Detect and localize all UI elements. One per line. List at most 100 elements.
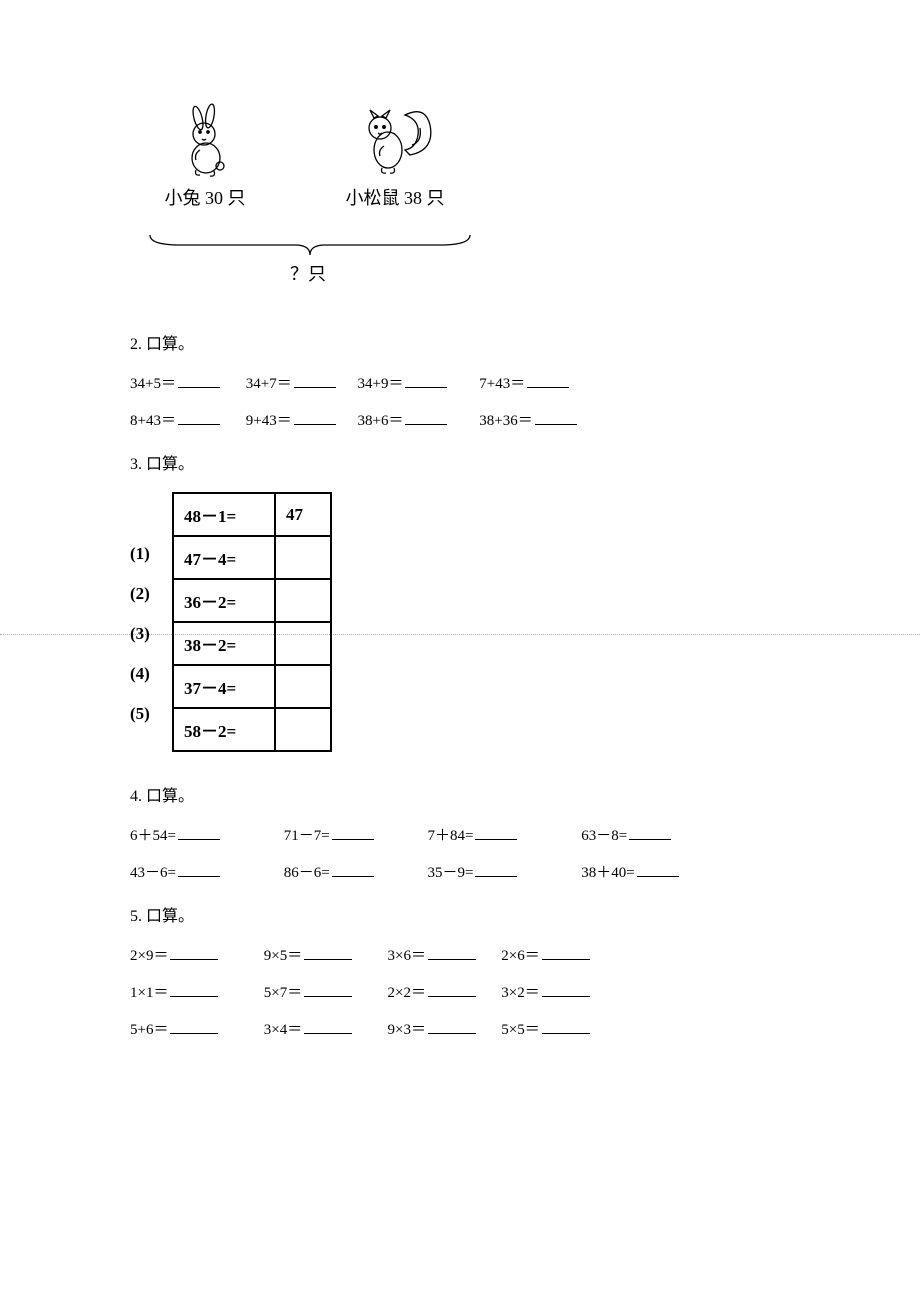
- problem-1-diagram: 小兔 30 只 小松鼠 38 只: [140, 100, 480, 290]
- p3-label-5: (5): [130, 694, 150, 734]
- p5-2-0: 5+6＝: [130, 1022, 168, 1038]
- p3-r4-expr: 37－4=: [173, 665, 275, 708]
- p3-label-1: (1): [130, 534, 150, 574]
- p4-0-3: 63－8=: [581, 828, 627, 844]
- blank[interactable]: [170, 982, 218, 997]
- blank[interactable]: [304, 982, 352, 997]
- blank[interactable]: [629, 825, 671, 840]
- p2-0-3: 7+43＝: [479, 376, 525, 392]
- blank[interactable]: [542, 982, 590, 997]
- blank[interactable]: [294, 410, 336, 425]
- p5-0-0: 2×9＝: [130, 948, 168, 964]
- rabbit-label: 小兔 30 只: [140, 184, 270, 210]
- p2-0-1: 34+7＝: [246, 376, 292, 392]
- table-row: 36－2=: [173, 579, 331, 622]
- p5-2-1: 3×4＝: [264, 1022, 302, 1038]
- p2-row-1: 8+43＝ 9+43＝ 38+6＝ 38+36＝: [130, 409, 790, 430]
- p5-row-0: 2×9＝ 9×5＝ 3×6＝ 2×6＝: [130, 944, 790, 965]
- p5-row-1: 1×1＝ 5×7＝ 2×2＝ 3×2＝: [130, 981, 790, 1002]
- section-4-title: 4. 口算。: [130, 782, 790, 806]
- rabbit-icon: [170, 100, 240, 180]
- p5-0-2: 3×6＝: [388, 948, 426, 964]
- p4-1-1: 86－6=: [284, 865, 330, 881]
- table-row: 48－1= 47: [173, 493, 331, 536]
- p2-1-0: 8+43＝: [130, 413, 176, 429]
- section-3-title: 3. 口算。: [130, 450, 790, 474]
- p4-1-3: 38＋40=: [581, 865, 634, 881]
- squirrel-group: 小松鼠 38 只: [320, 100, 470, 210]
- p5-2-3: 5×5＝: [501, 1022, 539, 1038]
- blank[interactable]: [304, 945, 352, 960]
- blank[interactable]: [527, 373, 569, 388]
- p2-row-0: 34+5＝ 34+7＝ 34+9＝ 7+43＝: [130, 372, 790, 393]
- squirrel-icon: [350, 100, 440, 180]
- p4-1-2: 35－9=: [428, 865, 474, 881]
- p5-1-1: 5×7＝: [264, 985, 302, 1001]
- table-row: 47－4=: [173, 536, 331, 579]
- p4-row-1: 43－6= 86－6= 35－9= 38＋40=: [130, 861, 790, 882]
- blank[interactable]: [405, 410, 447, 425]
- p5-1-0: 1×1＝: [130, 985, 168, 1001]
- p2-0-2: 34+9＝: [358, 376, 404, 392]
- p3-label-3: (3): [130, 614, 150, 654]
- blank[interactable]: [405, 373, 447, 388]
- p3-r2-expr: 36－2=: [173, 579, 275, 622]
- p5-0-1: 9×5＝: [264, 948, 302, 964]
- blank[interactable]: [332, 862, 374, 877]
- p3-r1-ans[interactable]: [275, 536, 331, 579]
- p5-1-3: 3×2＝: [501, 985, 539, 1001]
- table-row: 38－2=: [173, 622, 331, 665]
- p4-0-1: 71－7=: [284, 828, 330, 844]
- rabbit-group: 小兔 30 只: [140, 100, 270, 210]
- p3-header-ans: 47: [275, 493, 331, 536]
- blank[interactable]: [535, 410, 577, 425]
- blank[interactable]: [304, 1019, 352, 1034]
- p2-1-2: 38+6＝: [358, 413, 404, 429]
- blank[interactable]: [294, 373, 336, 388]
- p4-0-0: 6＋54=: [130, 828, 176, 844]
- p3-r4-ans[interactable]: [275, 665, 331, 708]
- blank[interactable]: [428, 982, 476, 997]
- blank[interactable]: [428, 945, 476, 960]
- blank[interactable]: [475, 862, 517, 877]
- blank[interactable]: [637, 862, 679, 877]
- p4-row-0: 6＋54= 71－7= 7＋84= 63－8=: [130, 824, 790, 845]
- squirrel-label: 小松鼠 38 只: [320, 184, 470, 210]
- blank[interactable]: [170, 945, 218, 960]
- p3-r3-ans[interactable]: [275, 622, 331, 665]
- blank[interactable]: [178, 862, 220, 877]
- p4-1-0: 43－6=: [130, 865, 176, 881]
- p3-r3-expr: 38－2=: [173, 622, 275, 665]
- p3-r1-expr: 47－4=: [173, 536, 275, 579]
- blank[interactable]: [170, 1019, 218, 1034]
- p2-0-0: 34+5＝: [130, 376, 176, 392]
- p3-table: 48－1= 47 47－4= 36－2= 38－2= 37－4= 58－2=: [172, 492, 332, 752]
- blank[interactable]: [178, 825, 220, 840]
- blank[interactable]: [178, 373, 220, 388]
- p3-r5-expr: 58－2=: [173, 708, 275, 751]
- p2-1-3: 38+36＝: [479, 413, 532, 429]
- p3-label-2: (2): [130, 574, 150, 614]
- question-label: ？只: [290, 260, 326, 286]
- p5-0-3: 2×6＝: [501, 948, 539, 964]
- blank[interactable]: [542, 945, 590, 960]
- p2-1-1: 9+43＝: [246, 413, 292, 429]
- blank[interactable]: [178, 410, 220, 425]
- p5-row-2: 5+6＝ 3×4＝ 9×3＝ 5×5＝: [130, 1018, 790, 1039]
- p3-r5-ans[interactable]: [275, 708, 331, 751]
- p3-label-4: (4): [130, 654, 150, 694]
- p3-table-wrap: (1) (2) (3) (4) (5) 48－1= 47 47－4= 36－2=…: [130, 492, 790, 752]
- p5-2-2: 9×3＝: [388, 1022, 426, 1038]
- blank[interactable]: [332, 825, 374, 840]
- p3-header-expr: 48－1=: [173, 493, 275, 536]
- blank[interactable]: [475, 825, 517, 840]
- table-row: 37－4=: [173, 665, 331, 708]
- blank[interactable]: [542, 1019, 590, 1034]
- p3-r2-ans[interactable]: [275, 579, 331, 622]
- section-5-title: 5. 口算。: [130, 902, 790, 926]
- p3-row-labels: (1) (2) (3) (4) (5): [130, 492, 150, 734]
- section-2-title: 2. 口算。: [130, 330, 790, 354]
- p4-0-2: 7＋84=: [428, 828, 474, 844]
- p5-1-2: 2×2＝: [388, 985, 426, 1001]
- blank[interactable]: [428, 1019, 476, 1034]
